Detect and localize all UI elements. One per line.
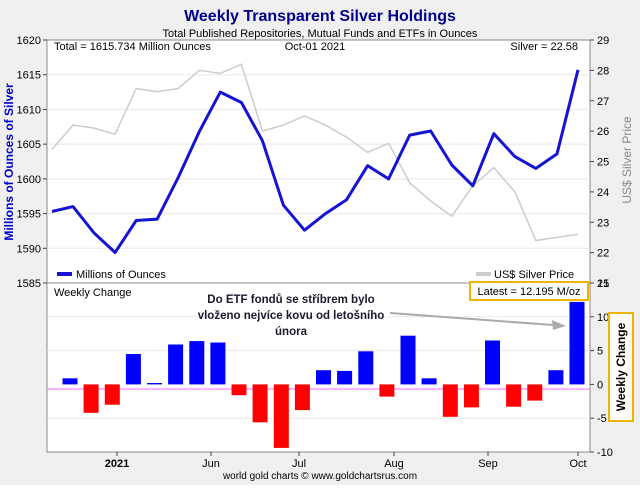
right-tick-label: 23 [597,217,609,229]
left-tick-label: 1620 [17,35,41,47]
top-grid [47,74,590,249]
weekly-change-bar [358,351,374,385]
right-tick-label: 26 [597,126,609,138]
bottom-tick-label: -5 [597,413,607,425]
weekly-change-bar [62,378,78,385]
top-right-ticks: 21 22 23 24 25 26 27 28 29 [590,35,609,290]
left-tick-label: 1605 [17,139,41,151]
annotation-arrow-line [389,312,554,326]
annotation-line: vloženo nejvíce kovu od letošního [198,310,385,322]
annotation-line: Do ETF fondů se stříbrem bylo [207,294,374,306]
chart-title: Weekly Transparent Silver Holdings [184,8,456,25]
series-line-silver-price [51,63,579,242]
bottom-tick-label: -10 [597,447,613,459]
right-tick-label: 24 [597,187,609,199]
price-label: Silver = 22.58 [510,41,578,53]
date-label: Oct-01 2021 [285,41,346,53]
left-tick-label: 1585 [17,278,41,290]
weekly-change-bar [316,370,331,385]
left-tick-label: 1600 [17,174,41,186]
top-plot-area [46,39,591,284]
weekly-change-axis-box [608,312,634,422]
weekly-change-bar [147,383,162,385]
x-tick-label: Oct [569,458,586,470]
weekly-change-bar [273,384,289,448]
bottom-right-ticks: -10 -5 0 5 10 15 [590,278,613,459]
weekly-change-bar [421,378,437,385]
annotation-line: února [275,326,308,338]
left-tick-label: 1615 [17,70,41,82]
weekly-change-bar [379,384,395,397]
legend-label-price: US$ Silver Price [494,269,574,281]
bottom-bars [62,301,585,448]
weekly-change-bar [506,384,522,407]
weekly-change-bar [463,384,479,408]
total-label: Total = 1615.734 Million Ounces [54,41,211,53]
weekly-change-bar [527,384,543,401]
weekly-change-bar [231,384,247,396]
bottom-tick-label: 0 [597,379,603,391]
top-marks [51,63,580,254]
left-tick-label: 1590 [17,243,41,255]
weekly-change-bar [400,335,416,385]
weekly-change-bar [294,384,310,411]
weekly-change-bar [442,384,458,417]
weekly-change-axis-label: Weekly Change [614,322,628,411]
weekly-change-bar [485,340,500,385]
weekly-change-bar [168,344,184,385]
right-tick-label: 25 [597,157,609,169]
weekly-change-bar [337,370,353,385]
bottom-tick-label: 15 [597,278,609,290]
weekly-change-bar [569,301,585,385]
right-tick-label: 28 [597,65,609,77]
x-tick-label: Aug [384,458,404,470]
bottom-tick-label: 5 [597,346,603,358]
latest-label: Latest = 12.195 M/oz [477,286,580,298]
weekly-change-bar [83,384,99,413]
right-tick-label: 27 [597,96,609,108]
left-tick-label: 1595 [17,209,41,221]
x-tick-label: Jul [292,458,306,470]
x-tick-label: Jun [202,458,220,470]
bottom-x-ticks: 2021 Jun Jul Aug Sep Oct [105,452,587,470]
x-tick-label: Sep [478,458,498,470]
x-tick-label: 2021 [105,458,129,470]
right-tick-label: 29 [597,35,609,47]
bottom-tick-label: 10 [597,312,609,324]
left-tick-label: 1610 [17,104,41,116]
right-axis-label: US$ Silver Price [620,116,634,204]
weekly-change-bar [189,341,205,385]
weekly-change-panel-label: Weekly Change [54,287,131,299]
chart-subtitle: Total Published Repositories, Mutual Fun… [163,28,478,40]
weekly-change-bar [210,342,226,385]
right-tick-label: 21 [597,278,609,290]
annotation-arrow-head [552,320,566,330]
weekly-change-bar [252,384,268,423]
top-left-ticks: 1585 1590 1595 1600 1605 1610 1615 1620 [17,35,47,290]
left-axis-label: Millions of Ounces of Silver [2,83,16,241]
annotation-text: Do ETF fondů se stříbrem bylo vloženo nej… [198,294,385,338]
series-line-millions-of-ounces [51,69,580,254]
weekly-change-bar [104,384,120,405]
footer-credit: world gold charts © www.goldchartsrus.co… [222,471,417,482]
right-tick-label: 22 [597,248,609,260]
legend-label-ounces: Millions of Ounces [76,269,166,281]
weekly-change-bar [548,370,564,385]
weekly-change-bar [125,354,141,385]
latest-highlight-box [469,281,589,301]
